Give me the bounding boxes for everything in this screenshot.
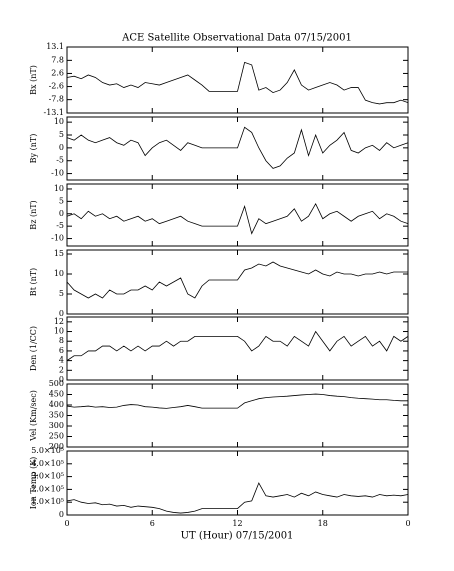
y-tick-label: 8	[59, 336, 64, 345]
y-tick-label: 450	[49, 390, 64, 399]
y-tick-label: 400	[49, 400, 64, 409]
y-tick-label: 2.6	[51, 68, 64, 77]
y-tick-label: -2.6	[49, 82, 64, 91]
x-tick-label: 18	[318, 519, 328, 528]
y-axis-label: Vel (Km/sec)	[29, 390, 38, 442]
y-tick-label: 0	[59, 309, 64, 318]
y-tick-label: 15	[54, 249, 64, 258]
y-tick-label: 500	[49, 379, 64, 388]
x-tick-label: 6	[150, 519, 155, 528]
y-tick-label: 10	[54, 117, 64, 126]
y-axis-label: Den (1/CC)	[29, 326, 38, 371]
x-tick-label: 0	[405, 519, 410, 528]
y-axis-label: Bx (nT)	[29, 65, 38, 95]
y-tick-label: 2.0×10⁵	[31, 484, 64, 493]
data-line	[66, 61, 409, 105]
chart-title: ACE Satellite Observational Data 07/15/2…	[121, 33, 352, 44]
data-line	[66, 482, 409, 514]
x-tick-label: 12	[232, 519, 242, 528]
y-axis-label: By (nT)	[29, 134, 38, 164]
y-tick-label: -10	[51, 234, 64, 243]
y-tick-label: -7.8	[49, 95, 64, 104]
y-tick-label: 0	[59, 510, 64, 519]
y-tick-label: -10	[51, 169, 64, 178]
y-tick-label: 1.0×10⁵	[31, 497, 64, 506]
y-axis-label: Bt (nT)	[29, 268, 38, 296]
y-tick-label: 350	[49, 411, 64, 420]
y-tick-label: 2	[59, 365, 64, 374]
y-tick-label: 10	[54, 184, 64, 193]
y-tick-label: 0	[59, 143, 64, 152]
y-tick-label: 10	[54, 327, 64, 336]
y-axis-label: Bz (nT)	[29, 200, 38, 229]
y-axis-label: Ion Temp (K)	[29, 457, 38, 510]
y-tick-label: 7.8	[51, 55, 64, 64]
y-tick-label: 5	[59, 289, 64, 298]
y-tick-label: 4	[59, 356, 64, 365]
x-tick-label: 0	[64, 519, 69, 528]
y-tick-label: 5	[59, 130, 64, 139]
y-tick-label: 250	[49, 432, 64, 441]
y-tick-label: 12	[54, 317, 64, 326]
data-line	[66, 202, 409, 235]
data-line	[66, 261, 408, 299]
y-tick-label: 200	[49, 442, 64, 451]
y-tick-label: 6	[59, 346, 64, 355]
y-tick-label: -5	[56, 156, 64, 165]
y-tick-label: 0	[59, 375, 64, 384]
y-tick-label: 13.1	[46, 42, 64, 51]
data-line	[66, 126, 409, 169]
y-tick-label: 4.0×10⁵	[31, 459, 64, 468]
y-tick-label: 5	[59, 196, 64, 205]
y-tick-label: 0	[59, 209, 64, 218]
y-tick-label: 5.0×10⁵	[31, 446, 64, 455]
x-axis-label: UT (Hour) 07/15/2001	[181, 531, 294, 542]
y-tick-label: -13.1	[43, 108, 64, 117]
y-tick-label: -5	[56, 221, 64, 230]
y-tick-label: 300	[49, 421, 64, 430]
y-tick-label: 10	[54, 269, 64, 278]
data-line	[66, 330, 409, 361]
data-line	[66, 393, 408, 409]
y-tick-label: 3.0×10⁵	[31, 472, 64, 481]
